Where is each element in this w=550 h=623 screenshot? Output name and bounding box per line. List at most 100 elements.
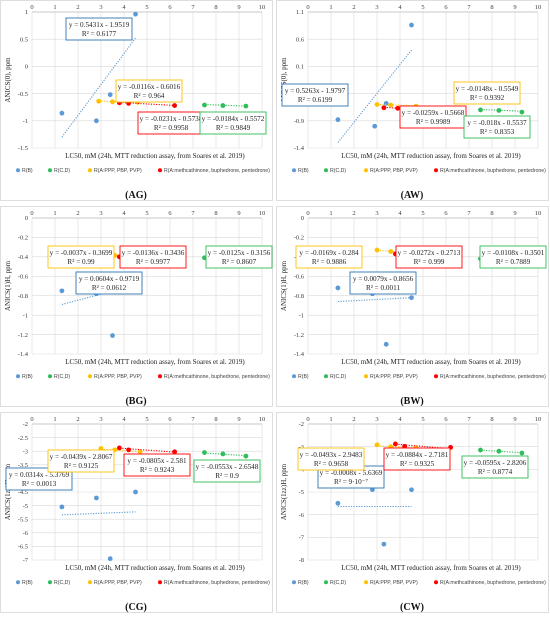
regression-box-frame	[75, 271, 143, 295]
x-tick-label: 1	[329, 416, 332, 423]
y-tick-label: -0.2	[18, 235, 28, 242]
legend-label: R(B)	[298, 168, 309, 174]
x-tick-label: 4	[398, 4, 402, 11]
y-tick-label: -0.5	[18, 91, 28, 98]
x-tick-label: 6	[168, 416, 172, 423]
legend-marker	[364, 168, 368, 173]
r-squared-value: R² = 0.9325	[400, 460, 435, 468]
r-squared-value: R² = 0.99	[67, 258, 95, 266]
x-tick-label: 1	[329, 210, 332, 217]
legend: R(B) R(C,D) R(A:PPP, PBP, PVP) R(A:methcath…	[16, 580, 270, 586]
x-tick-label: 4	[398, 416, 402, 423]
legend-label: R(A:PPP, PBP, PVP)	[370, 580, 418, 586]
r-squared-value: R² = 0.964	[134, 92, 165, 100]
regression-box-frame	[65, 17, 133, 41]
regression-equation: y = 0.5263x - 1.9797	[285, 87, 346, 95]
regression-equation: y = -0.0108x - 0.3501	[482, 249, 545, 257]
y-tick-label: -1	[23, 312, 28, 319]
trendline	[117, 101, 177, 107]
data-point	[59, 504, 65, 510]
legend-label: R(A:methcathinone, buphedrone, pentedron…	[440, 168, 546, 174]
y-axis-label: ANICS(1)H, ppm	[4, 260, 12, 311]
x-tick-label: 10	[259, 210, 266, 217]
regression-equation: y = -0.0231x - 0.5738	[140, 115, 203, 123]
data-point	[478, 447, 483, 453]
legend-marker	[292, 374, 296, 379]
x-axis-label: LC50, mM (24h, MTT reduction assay, from…	[341, 564, 521, 572]
x-tick-label: 7	[467, 210, 471, 217]
x-tick-label: 9	[513, 210, 516, 217]
data-point	[107, 556, 113, 562]
legend-marker	[364, 374, 368, 379]
x-tick-label: 1	[53, 4, 56, 11]
regression-equation: y = -0.0037x - 0.3699	[50, 249, 113, 257]
y-tick-label: 1.1	[296, 9, 304, 16]
data-point	[202, 102, 207, 108]
y-tick-label: -3	[299, 444, 304, 451]
r-squared-value: R² = 0.0011	[366, 284, 401, 292]
data-point	[117, 445, 122, 451]
y-tick-label: -1.4	[294, 145, 305, 152]
data-point	[110, 333, 115, 338]
x-tick-label: 0	[306, 4, 309, 11]
legend-label: R(A:methcathinone, buphedrone, pentedron…	[164, 580, 270, 586]
y-tick-label: -1.2	[294, 332, 304, 339]
data-point	[381, 105, 387, 111]
data-point	[374, 247, 380, 253]
legend-marker	[158, 580, 162, 585]
x-tick-label: 8	[490, 4, 493, 11]
legend-label: R(A:PPP, PBP, PVP)	[94, 168, 142, 174]
data-point	[335, 285, 341, 291]
trendline	[337, 297, 412, 303]
x-tick-label: 5	[421, 4, 424, 11]
legend-label: R(C,D)	[330, 580, 346, 586]
legend-label: R(C,D)	[54, 168, 70, 174]
y-tick-label: -7	[299, 535, 305, 542]
regression-box-frame	[115, 79, 183, 103]
x-tick-label: 7	[191, 4, 195, 11]
legend-marker	[292, 168, 296, 173]
r-squared-value: R² = 0.0013	[22, 480, 57, 488]
data-point	[59, 288, 65, 294]
legend-marker	[324, 580, 328, 585]
panel-frame	[276, 412, 549, 613]
y-tick-label: -1	[299, 312, 304, 319]
regression-box-frame	[395, 245, 463, 269]
x-tick-label: 0	[30, 210, 33, 217]
regression-box-frame	[297, 447, 365, 471]
x-tick-label: 10	[535, 210, 542, 217]
data-point	[94, 495, 99, 501]
x-tick-label: 5	[421, 416, 424, 423]
y-tick-label: -0.2	[294, 235, 304, 242]
data-point	[395, 105, 401, 111]
data-point	[402, 443, 407, 449]
legend: R(B) R(C,D) R(A:PPP, PBP, PVP) R(A:methcath…	[16, 168, 270, 174]
data-point	[335, 500, 341, 506]
y-axis-label: ANICS(1zz)H, ppm	[4, 463, 12, 520]
legend-marker	[16, 168, 20, 173]
data-point	[409, 487, 414, 493]
data-point	[126, 447, 131, 453]
y-tick-label: 0	[25, 64, 28, 71]
y-tick-label: -5	[299, 489, 304, 496]
y-tick-label: -6	[23, 530, 29, 537]
legend-label: R(C,D)	[54, 580, 70, 586]
panel-caption: (AW)	[401, 190, 424, 201]
y-tick-label: -1.5	[18, 145, 28, 152]
r-squared-value: R² = 0.9989	[416, 118, 451, 126]
regression-equation: y = -0.0493x - 2.9483	[300, 451, 363, 459]
trendline	[61, 511, 136, 516]
legend-label: R(B)	[22, 168, 33, 174]
chart-panel: 0-0.2-0.4-0.6-0.8-1-1.2-1.4012345678910L…	[276, 206, 549, 407]
x-tick-label: 2	[76, 4, 79, 11]
data-point	[409, 295, 414, 301]
